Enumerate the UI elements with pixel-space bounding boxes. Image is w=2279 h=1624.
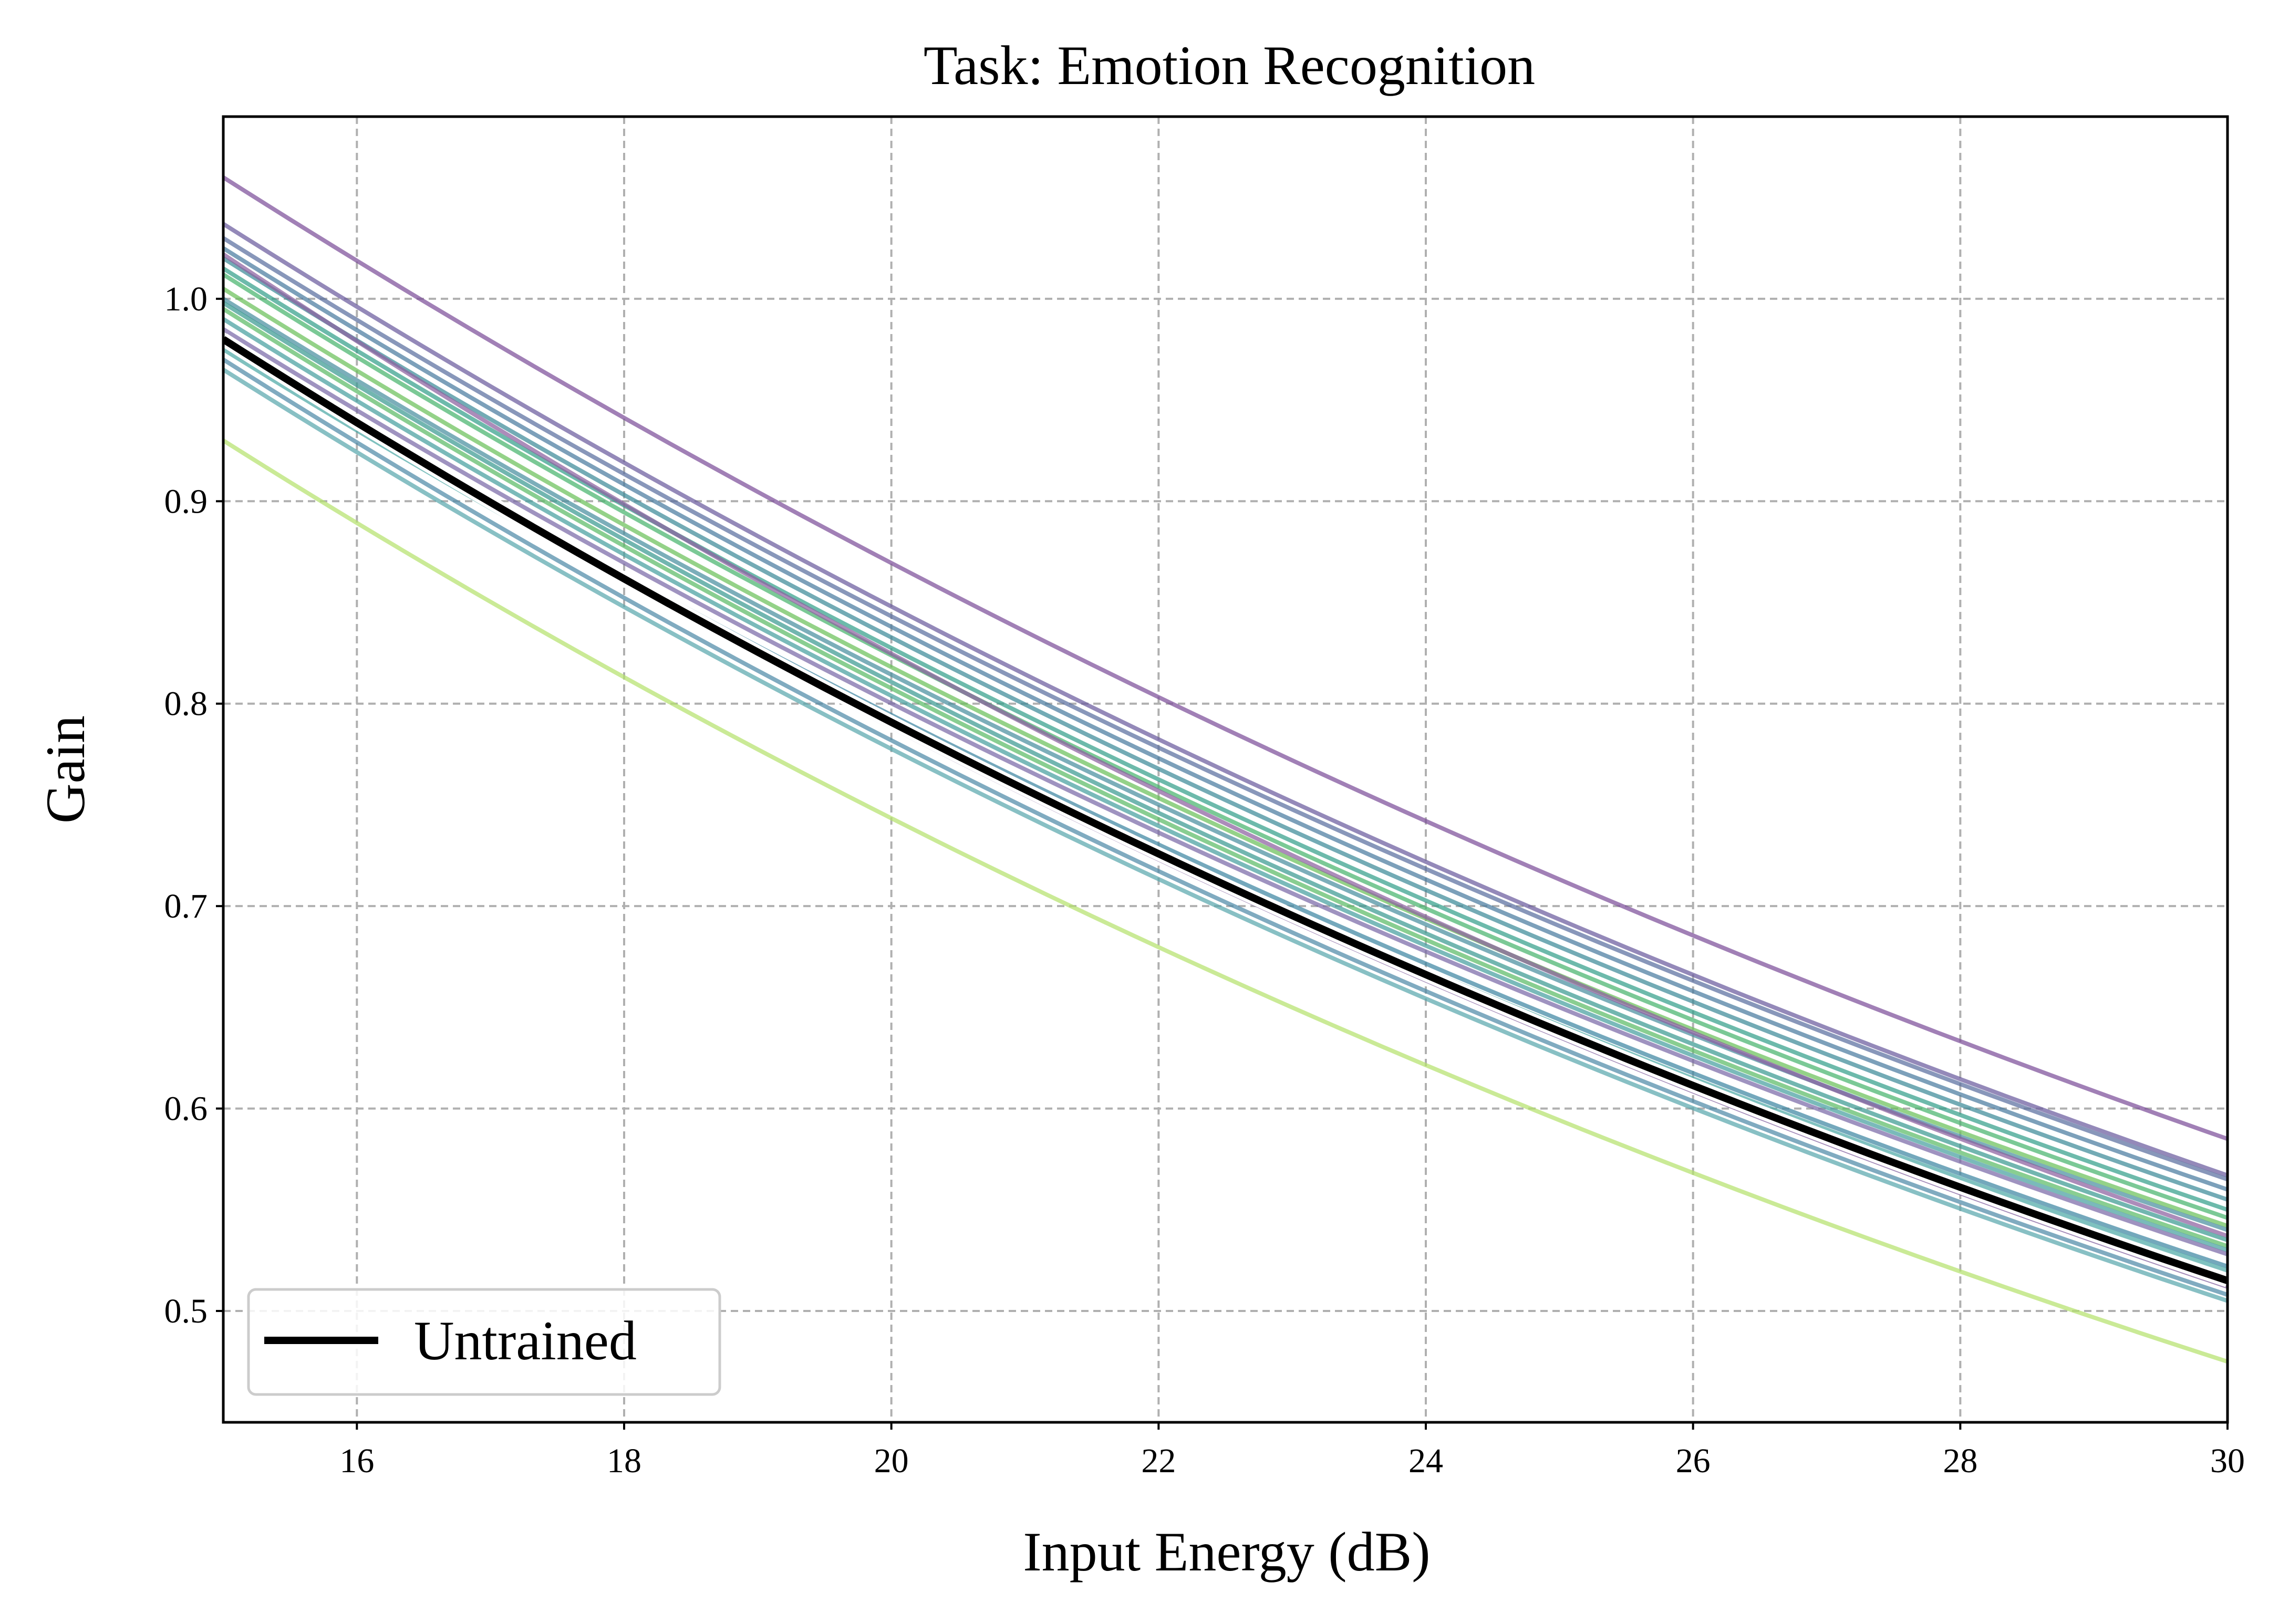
x-tick-label: 18 <box>607 1442 641 1480</box>
y-tick-label: 0.8 <box>164 685 208 723</box>
trained-series-line <box>223 317 2228 1253</box>
trained-series-line <box>223 327 2228 1256</box>
y-axis-ticks: 0.5 0.6 0.7 0.8 0.9 1.0 <box>164 280 223 1330</box>
trained-series-line <box>223 175 2228 1141</box>
x-tick-label: 24 <box>1408 1442 1443 1480</box>
trained-series-line <box>223 252 2228 1238</box>
legend-box <box>247 1288 721 1396</box>
trained-series-line <box>223 368 2228 1303</box>
series-lines <box>223 175 2228 1364</box>
x-axis-label: Input Energy (dB) <box>1023 1521 1430 1583</box>
y-axis-label: Gain <box>35 715 96 824</box>
chart-title: Task: Emotion Recognition <box>924 35 1535 96</box>
trained-series-line <box>223 256 2228 1202</box>
x-tick-label: 28 <box>1943 1442 1977 1480</box>
trained-series-line <box>223 266 2228 1212</box>
y-tick-label: 0.7 <box>164 887 208 925</box>
trained-series-line <box>223 439 2228 1364</box>
trained-series-line <box>223 222 2228 1178</box>
x-tick-label: 26 <box>1676 1442 1711 1480</box>
x-tick-label: 30 <box>2210 1442 2245 1480</box>
y-tick-label: 0.6 <box>164 1090 208 1128</box>
y-tick-label: 0.5 <box>164 1292 208 1330</box>
trained-series-line <box>223 246 2228 1192</box>
x-axis-ticks: 16 18 20 22 24 26 28 30 <box>339 1422 2245 1480</box>
trained-series-line <box>223 273 2228 1220</box>
legend: Untrained <box>247 1288 721 1396</box>
trained-series-line <box>223 236 2228 1182</box>
plot-frame <box>222 115 2229 1424</box>
x-tick-label: 16 <box>339 1442 374 1480</box>
x-tick-label: 22 <box>1141 1442 1176 1480</box>
legend-label-untrained: Untrained <box>414 1310 637 1371</box>
x-tick-label: 20 <box>874 1442 909 1480</box>
untrained-series-line <box>223 336 2228 1284</box>
trained-series-line <box>223 358 2228 1297</box>
trained-series-line <box>223 287 2228 1228</box>
y-tick-label: 0.9 <box>164 482 208 520</box>
trained-series-line <box>223 307 2228 1248</box>
y-tick-label: 1.0 <box>164 280 208 318</box>
trained-series-line <box>223 301 2228 1242</box>
